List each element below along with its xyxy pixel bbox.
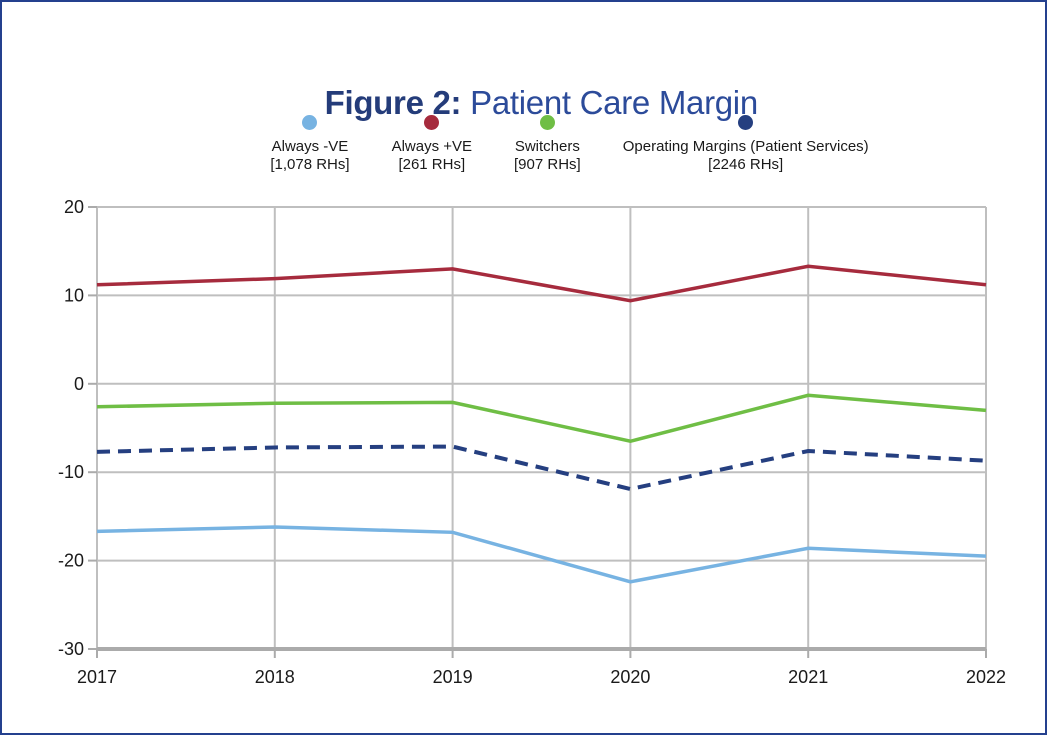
series-line-always-ve <box>96 525 987 584</box>
legend-dot-icon <box>539 115 555 130</box>
series-line-operating-margins-patient-services <box>96 444 987 492</box>
legend-dot-icon <box>302 115 318 130</box>
x-tick-label-2020: 2020 <box>610 667 650 687</box>
legend-count: [261 RHs] <box>398 156 466 173</box>
legend-item-operating-margins-patient-services: Operating Margins (Patient Services) [224… <box>623 115 869 174</box>
x-tick-label-2021: 2021 <box>788 667 828 687</box>
legend-count: [1,078 RHs] <box>270 156 350 173</box>
legend-count: [907 RHs] <box>514 156 581 173</box>
x-tick-label-2019: 2019 <box>433 667 473 687</box>
y-tick-label--20: -20 <box>58 551 84 571</box>
legend-item-switchers: Switchers [907 RHs] <box>514 115 581 174</box>
legend-label: Switchers <box>514 138 580 155</box>
y-tick-label-0: 0 <box>74 374 84 394</box>
x-tick-label-2022: 2022 <box>966 667 1006 687</box>
figure-title: Figure 2: Patient Care Margin <box>2 46 1045 160</box>
y-tick-label-10: 10 <box>64 285 84 305</box>
y-tick-label--10: -10 <box>58 462 84 482</box>
y-tick-label-20: 20 <box>64 197 84 217</box>
legend-item-always-ve: Always +VE [261 RHs] <box>392 115 472 174</box>
legend-dot-icon <box>424 115 440 130</box>
legend-label: Always +VE <box>391 138 473 155</box>
figure-title-prefix: Figure 2: <box>324 84 462 121</box>
legend-dot-icon <box>738 115 754 130</box>
x-tick-label-2017: 2017 <box>77 667 117 687</box>
chart-legend: Always -VE [1,078 RHs] Always +VE [261 RHs]… <box>48 115 1045 174</box>
y-tick-label--30: -30 <box>58 639 84 659</box>
x-tick-label-2018: 2018 <box>255 667 295 687</box>
legend-label: Always -VE <box>271 138 349 155</box>
series-line-always-ve <box>96 264 987 303</box>
legend-item-always-ve: Always -VE [1,078 RHs] <box>270 115 350 174</box>
legend-label: Operating Margins (Patient Services) <box>622 138 869 155</box>
figure-title-text: Patient Care Margin <box>461 84 758 121</box>
legend-count: [2246 RHs] <box>708 156 784 173</box>
series-line-switchers <box>96 393 987 444</box>
